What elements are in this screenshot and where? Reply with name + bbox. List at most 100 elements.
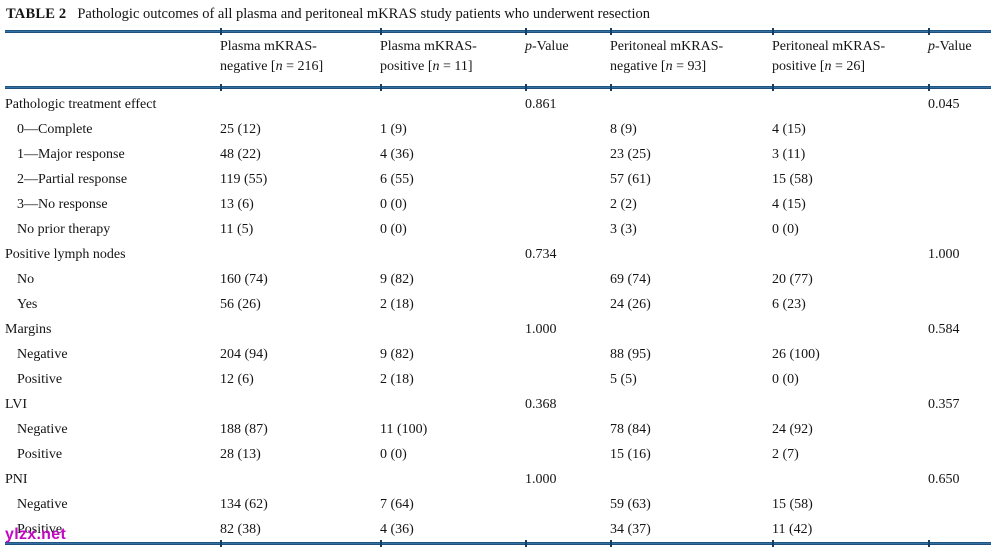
value-peritoneal-negative: 2 (2) [610, 196, 637, 212]
value-plasma-negative: 13 (6) [220, 196, 254, 212]
value-plasma-negative: 56 (26) [220, 296, 261, 312]
value-plasma-negative [220, 92, 380, 117]
pvalue-plasma: 1.000 [525, 471, 557, 487]
value-peritoneal-positive: 0 (0) [772, 221, 799, 237]
row-label: 2—Partial response [17, 171, 128, 187]
value-plasma-positive [380, 467, 525, 492]
value-peritoneal-negative [610, 242, 772, 267]
table-header-row: Plasma mKRAS- negative [n = 216] Plasma … [5, 37, 991, 77]
value-plasma-positive: 0 (0) [380, 196, 407, 212]
row-label: 0—Complete [17, 121, 93, 137]
value-peritoneal-negative [610, 92, 772, 117]
pvalue-peritoneal [928, 167, 991, 192]
column-boundary-tick [220, 28, 222, 35]
value-plasma-positive: 9 (82) [380, 271, 414, 287]
value-plasma-negative: 82 (38) [220, 521, 261, 537]
column-boundary-tick [610, 84, 612, 91]
value-plasma-positive: 11 (100) [380, 421, 428, 437]
header-rule [5, 84, 991, 91]
table-caption: TABLE 2 Pathologic outcomes of all plasma… [6, 4, 650, 24]
column-header-pvalue-peritoneal: p-Value [928, 39, 972, 54]
pvalue-peritoneal [928, 492, 991, 517]
column-header-plasma-negative: Plasma mKRAS- negative [n = 216] [220, 39, 324, 74]
row-label: Positive lymph nodes [5, 246, 126, 262]
value-plasma-negative: 134 (62) [220, 496, 268, 512]
column-boundary-tick [610, 28, 612, 35]
value-plasma-positive: 4 (36) [380, 146, 414, 162]
pvalue-peritoneal [928, 342, 991, 367]
pvalue-peritoneal [928, 417, 991, 442]
value-peritoneal-negative: 59 (63) [610, 496, 651, 512]
value-plasma-positive: 0 (0) [380, 446, 407, 462]
pvalue-peritoneal [928, 267, 991, 292]
value-peritoneal-positive: 2 (7) [772, 446, 799, 462]
value-plasma-positive [380, 92, 525, 117]
value-plasma-positive [380, 392, 525, 417]
value-peritoneal-positive: 15 (58) [772, 496, 813, 512]
row-label: PNI [5, 471, 28, 487]
column-boundary-tick [380, 540, 382, 547]
column-boundary-tick [772, 84, 774, 91]
value-peritoneal-negative: 69 (74) [610, 271, 651, 287]
value-peritoneal-positive: 4 (15) [772, 121, 806, 137]
column-boundary-tick [928, 540, 930, 547]
value-plasma-positive: 0 (0) [380, 221, 407, 237]
column-boundary-tick [772, 28, 774, 35]
pvalue-plasma [525, 417, 610, 442]
top-rule [5, 28, 991, 35]
bottom-rule [5, 540, 991, 547]
value-peritoneal-negative [610, 392, 772, 417]
column-header-peritoneal-positive: Peritoneal mKRAS- positive [n = 26] [772, 39, 886, 74]
value-peritoneal-negative: 34 (37) [610, 521, 651, 537]
row-label: Negative [17, 421, 68, 437]
pvalue-plasma: 1.000 [525, 321, 557, 337]
row-label: Positive [17, 521, 63, 537]
column-boundary-tick [525, 540, 527, 547]
row-label: No [17, 271, 35, 287]
value-peritoneal-negative: 24 (26) [610, 296, 651, 312]
value-peritoneal-positive: 4 (15) [772, 196, 806, 212]
watermark: ylzx.net [5, 526, 67, 543]
value-peritoneal-negative: 8 (9) [610, 121, 637, 137]
value-plasma-positive: 9 (82) [380, 346, 414, 362]
value-plasma-negative: 12 (6) [220, 371, 254, 387]
pvalue-plasma [525, 142, 610, 167]
pvalue-plasma [525, 517, 610, 542]
table-caption-text: Pathologic outcomes of all plasma and pe… [77, 6, 650, 22]
value-plasma-negative: 204 (94) [220, 346, 268, 362]
row-label: Margins [5, 321, 52, 337]
pvalue-plasma [525, 192, 610, 217]
value-peritoneal-negative: 78 (84) [610, 421, 651, 437]
value-peritoneal-positive: 24 (92) [772, 421, 813, 437]
value-peritoneal-positive [772, 392, 928, 417]
value-peritoneal-negative: 23 (25) [610, 146, 651, 162]
pvalue-plasma [525, 492, 610, 517]
column-boundary-tick [380, 84, 382, 91]
value-plasma-positive: 1 (9) [380, 121, 407, 137]
row-label: Positive [17, 446, 63, 462]
pvalue-peritoneal [928, 367, 991, 392]
row-label: Negative [17, 496, 68, 512]
value-peritoneal-positive: 11 (42) [772, 521, 813, 537]
column-boundary-tick [220, 540, 222, 547]
column-boundary-tick [928, 84, 930, 91]
value-plasma-negative [220, 467, 380, 492]
value-plasma-negative [220, 392, 380, 417]
pvalue-peritoneal: 0.357 [928, 396, 960, 412]
pvalue-peritoneal [928, 517, 991, 542]
row-label: No prior therapy [17, 221, 111, 237]
pvalue-plasma [525, 267, 610, 292]
value-plasma-negative: 160 (74) [220, 271, 268, 287]
value-peritoneal-negative: 15 (16) [610, 446, 651, 462]
value-plasma-positive: 7 (64) [380, 496, 414, 512]
pvalue-peritoneal: 0.045 [928, 96, 960, 112]
value-peritoneal-positive [772, 467, 928, 492]
value-plasma-positive [380, 317, 525, 342]
value-peritoneal-positive: 6 (23) [772, 296, 806, 312]
value-peritoneal-positive: 26 (100) [772, 346, 820, 362]
column-header-peritoneal-negative: Peritoneal mKRAS- negative [n = 93] [610, 39, 724, 74]
pvalue-plasma [525, 117, 610, 142]
pvalue-plasma [525, 342, 610, 367]
pvalue-peritoneal: 0.584 [928, 321, 960, 337]
